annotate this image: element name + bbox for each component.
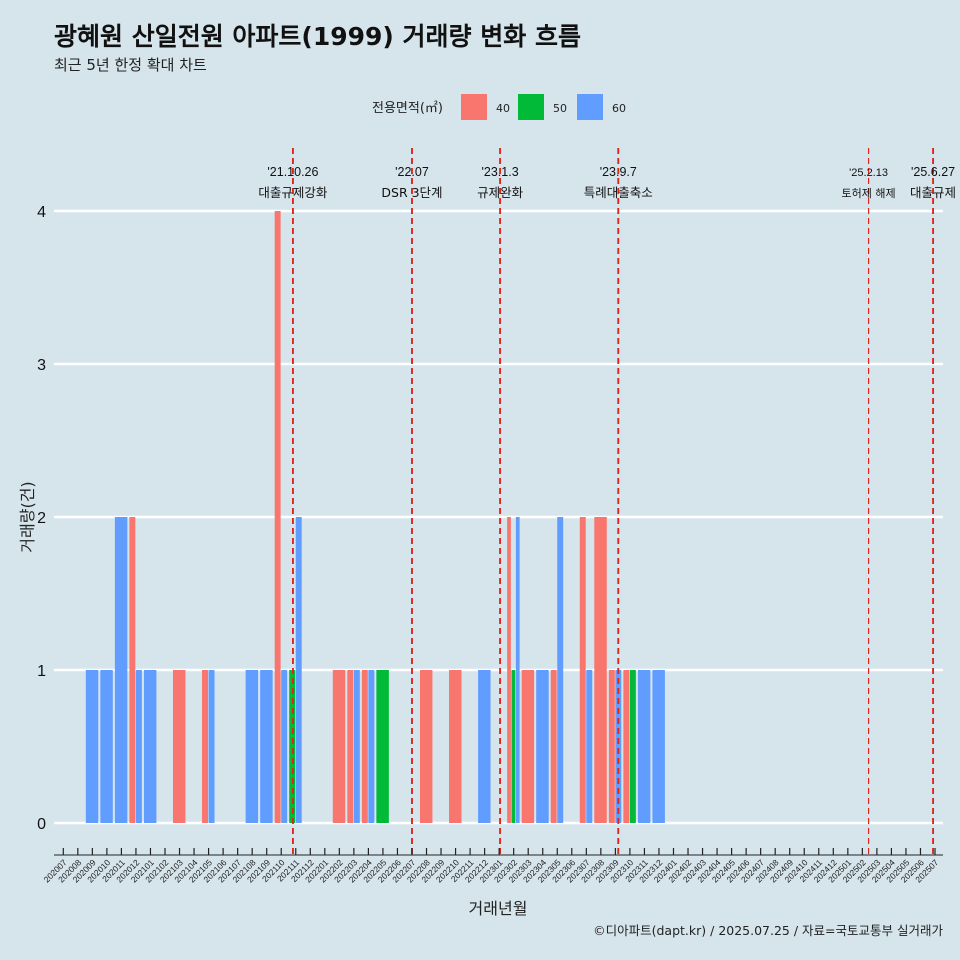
chart-title: 광혜원 산일전원 아파트(1999) 거래량 변화 흐름 <box>54 22 581 51</box>
bar-202203-60 <box>353 670 360 823</box>
bar-202105-60 <box>208 670 215 823</box>
bar-202212-60 <box>478 670 491 823</box>
bar-202205-50 <box>376 670 389 823</box>
bar-202310-50 <box>629 670 636 823</box>
bar-202304-60 <box>536 670 549 823</box>
event-date: '23.9.7 <box>600 165 637 179</box>
event-date: '25.2.13 <box>849 167 888 179</box>
event-label: DSR 3단계 <box>381 185 442 200</box>
y-gridlines <box>54 209 943 825</box>
bar-202305-60 <box>557 517 564 823</box>
bar-202309-60 <box>615 670 622 823</box>
bar-202105-40 <box>202 670 208 823</box>
event-date: '23.1.3 <box>482 165 519 179</box>
bar-202110-40 <box>274 211 281 823</box>
event-date: '22.07 <box>395 165 429 179</box>
bar-202011-60 <box>114 517 128 823</box>
bar-202204-60 <box>368 670 375 823</box>
chart-subtitle: 최근 5년 한정 확대 차트 <box>54 56 207 74</box>
bar-202307-60 <box>586 670 593 823</box>
bar-202012-60 <box>135 670 142 823</box>
legend-label-40: 40 <box>496 102 510 115</box>
bar-202307-40 <box>579 517 586 823</box>
event-date: '21.10.26 <box>267 165 318 179</box>
event-label: 대출규제강화 <box>258 185 328 200</box>
event-label: 토허제 해제 <box>842 186 896 200</box>
event-label: 특례대출축소 <box>584 185 653 200</box>
bar-202109-60 <box>260 670 273 823</box>
legend: 전용면적(㎡) 40 50 60 <box>372 94 626 120</box>
bar-202103-40 <box>172 670 186 823</box>
legend-title: 전용면적(㎡) <box>372 101 443 116</box>
y-tick-label: 0 <box>37 816 46 833</box>
x-axis: 2020072020082020092020102020112020122021… <box>42 848 943 884</box>
bar-202111-60 <box>295 517 302 823</box>
bar-202009-60 <box>85 670 99 823</box>
bar-202311-60 <box>637 670 651 823</box>
y-tick-label: 2 <box>37 510 46 527</box>
caption: ©디아파트(dapt.kr) / 2025.07.25 / 자료=국토교통부 실… <box>593 923 943 938</box>
y-tick-labels: 0 1 2 3 4 <box>37 204 46 833</box>
bar-202302-50 <box>511 670 516 823</box>
bar-202208-40 <box>419 670 433 823</box>
bar-202210-40 <box>449 670 462 823</box>
x-axis-label: 거래년월 <box>469 899 528 918</box>
bar-202305-40 <box>550 670 557 823</box>
bar-202312-60 <box>652 670 665 823</box>
bar-202202-40 <box>332 670 346 823</box>
bar-202110-60 <box>281 670 288 823</box>
bar-202303-40 <box>521 670 535 823</box>
legend-items: 40 50 60 <box>461 94 626 120</box>
bar-202101-60 <box>143 670 157 823</box>
bar-202010-60 <box>100 670 113 823</box>
y-axis-label: 거래량(건) <box>18 481 37 552</box>
event-date: '25.6.27 <box>911 165 955 179</box>
legend-swatch-60 <box>577 94 603 120</box>
y-tick-label: 4 <box>37 204 46 221</box>
legend-swatch-40 <box>461 94 487 120</box>
legend-swatch-50 <box>518 94 544 120</box>
bar-202310-40 <box>623 670 630 823</box>
bar-202203-40 <box>347 670 354 823</box>
bar-202012-40 <box>129 517 136 823</box>
legend-label-50: 50 <box>553 102 567 115</box>
event-label: 규제완화 <box>477 185 524 200</box>
bar-202308-40 <box>594 517 607 823</box>
bar-202111-50 <box>289 670 296 823</box>
bar-202204-40 <box>361 670 368 823</box>
y-tick-label: 3 <box>37 357 46 374</box>
event-markers: '21.10.26 대출규제강화 '22.07 DSR 3단계 '23.1.3 규제완화 '… <box>258 148 956 855</box>
bar-202309-40 <box>608 670 615 823</box>
y-tick-label: 1 <box>37 663 46 680</box>
bar-202302-60 <box>515 517 520 823</box>
legend-label-60: 60 <box>612 102 626 115</box>
bar-202108-60 <box>245 670 259 823</box>
bar-202302-40 <box>507 517 511 823</box>
event-label: 대출규제 <box>910 185 956 200</box>
bars <box>85 211 665 823</box>
